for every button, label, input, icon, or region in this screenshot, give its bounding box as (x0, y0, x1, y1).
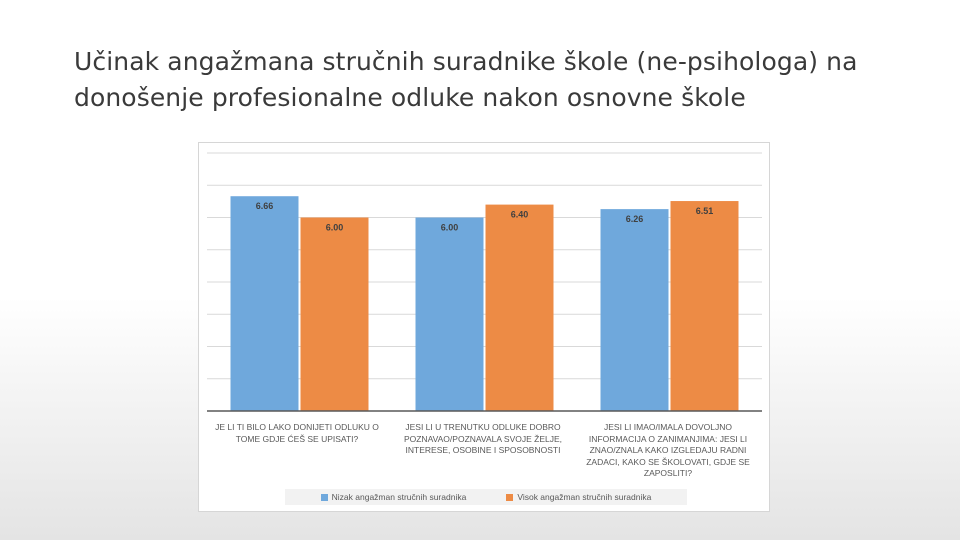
slide-title: Učinak angažmana stručnih suradnike škol… (74, 47, 858, 112)
legend-swatch-high (506, 493, 514, 501)
bar-s1-c1 (230, 196, 299, 411)
legend-item-high: Visok angažman stručnih suradnika (506, 492, 651, 502)
data-label-s2-c1: 6.00 (326, 223, 344, 233)
chart-frame: 6.66 6.00 6.26 6.00 6.40 6.51 JE LI TI BILO L… (198, 142, 770, 512)
chart-legend: Nizak angažman stručnih suradnika Visok … (285, 489, 687, 505)
category-label-2: JESI LI U TRENUTKU ODLUKE DOBRO POZNAVAO… (403, 422, 563, 455)
legend-item-low: Nizak angažman stručnih suradnika (320, 492, 467, 502)
chart-plot: 6.66 6.00 6.26 6.00 6.40 6.51 (207, 152, 762, 412)
legend-label-high: Visok angažman stručnih suradnika (517, 492, 652, 502)
data-label-s2-c2: 6.40 (511, 210, 529, 220)
bar-s1-c2 (415, 217, 484, 411)
data-label-s2-c3: 6.51 (696, 206, 714, 216)
data-label-s1-c1: 6.66 (256, 201, 274, 211)
bar-s2-c2 (485, 204, 554, 411)
data-label-s1-c3: 6.26 (626, 214, 644, 224)
bar-s2-c1 (300, 217, 369, 411)
category-label-3: JESI LI IMAO/IMALA DOVOLJNO INFORMACIJA … (586, 422, 750, 478)
bar-s2-c3 (670, 201, 739, 411)
data-label-s1-c2: 6.00 (441, 223, 459, 233)
bar-s1-c3 (600, 209, 669, 411)
legend-label-low: Nizak angažman stručnih suradnika (331, 492, 467, 502)
legend-swatch-low (320, 493, 328, 501)
category-label-1: JE LI TI BILO LAKO DONIJETI ODLUKU O TOM… (215, 422, 379, 444)
